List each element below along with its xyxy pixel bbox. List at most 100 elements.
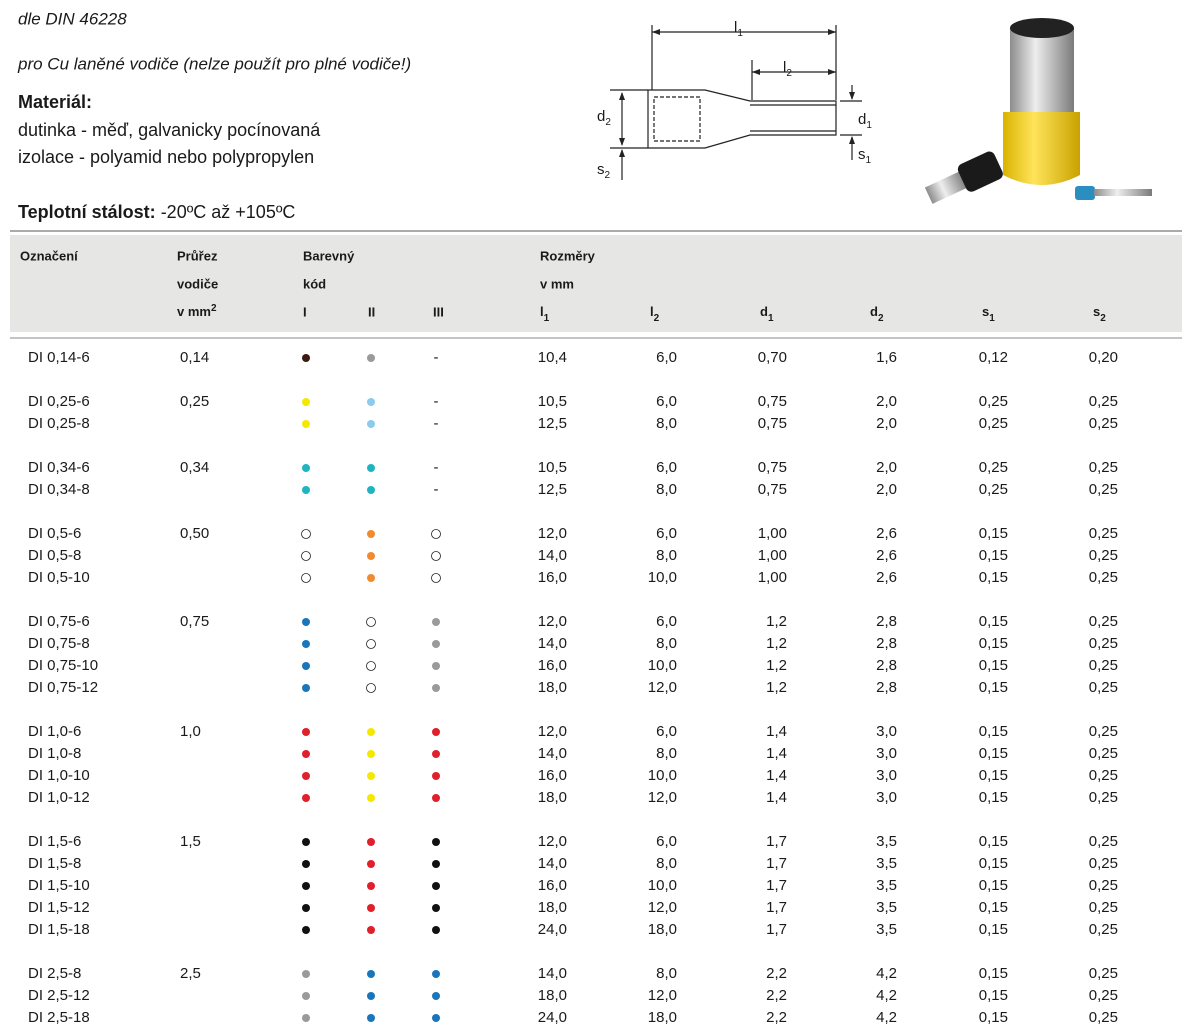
color-dot <box>366 683 376 693</box>
dimension: 0,25 <box>1089 679 1118 696</box>
color-dot <box>302 750 310 758</box>
dimension: 0,15 <box>979 921 1008 938</box>
dimension: 6,0 <box>656 393 677 410</box>
col-head: Průřez <box>177 248 218 263</box>
usage: pro Cu laněné vodiče (nelze použít pro p… <box>17 54 411 73</box>
dimension: 0,15 <box>979 613 1008 630</box>
dimension: 12,0 <box>648 899 677 916</box>
dimension: 2,2 <box>766 987 787 1004</box>
product-image <box>924 18 1152 204</box>
color-dot <box>367 530 375 538</box>
symbol-base: l <box>734 19 737 36</box>
dimension: 2,2 <box>766 965 787 982</box>
dimension: 1,7 <box>766 833 787 850</box>
dimension: 0,25 <box>1089 657 1118 674</box>
dimension: 6,0 <box>656 833 677 850</box>
symbol-index: 1 <box>544 313 550 324</box>
color-dot <box>302 860 310 868</box>
color-dot <box>431 573 441 583</box>
color-dot <box>432 772 440 780</box>
dimension: 2,2 <box>766 1009 787 1026</box>
dimension: 3,5 <box>876 833 897 850</box>
dimension: 10,0 <box>648 767 677 784</box>
symbol-base: d <box>858 111 866 128</box>
designation: DI 0,75-8 <box>28 635 90 652</box>
symbol-index: 2 <box>605 117 611 128</box>
designation: DI 1,5-8 <box>28 855 81 872</box>
designation: DI 1,5-12 <box>28 899 90 916</box>
dimension: 1,6 <box>876 349 897 366</box>
dimension: 10,4 <box>538 349 567 366</box>
dimension: 16,0 <box>538 767 567 784</box>
color-dot <box>366 639 376 649</box>
color-dot <box>367 860 375 868</box>
color-dot <box>366 661 376 671</box>
dimension: 0,25 <box>979 415 1008 432</box>
dimension: 0,25 <box>1089 833 1118 850</box>
col-head: Rozměry <box>540 248 596 263</box>
dimension: 18,0 <box>538 679 567 696</box>
symbol: d2 <box>870 304 884 323</box>
color-dot <box>302 728 310 736</box>
col-head: III <box>433 304 444 319</box>
color-dot <box>302 420 310 428</box>
dimension: 0,25 <box>1089 767 1118 784</box>
dimension: 18,0 <box>538 899 567 916</box>
dimension: 0,75 <box>758 415 787 432</box>
color-dot <box>367 398 375 406</box>
color-dot <box>367 574 375 582</box>
color-dot <box>367 750 375 758</box>
col-head: II <box>368 304 375 319</box>
dimension: 12,0 <box>648 789 677 806</box>
color-dot <box>301 573 311 583</box>
dimension: 0,15 <box>979 833 1008 850</box>
designation: DI 2,5-12 <box>28 987 90 1004</box>
dimension: 3,5 <box>876 899 897 916</box>
dimension: 12,0 <box>538 833 567 850</box>
color-dot <box>302 354 310 362</box>
dimension: 6,0 <box>656 613 677 630</box>
color-dot <box>432 1014 440 1022</box>
color-dot <box>302 618 310 626</box>
symbol: d1 <box>760 304 774 323</box>
dimension: 14,0 <box>538 965 567 982</box>
symbol-base: l <box>540 304 544 319</box>
table-header-bg <box>10 235 1182 332</box>
color-dot <box>432 860 440 868</box>
color-dot <box>367 772 375 780</box>
symbol: s1 <box>858 146 872 166</box>
color-dot <box>432 684 440 692</box>
dimension: 10,5 <box>538 459 567 476</box>
symbol: s2 <box>1093 304 1106 323</box>
dimension: 18,0 <box>648 1009 677 1026</box>
symbol-base: s <box>1093 304 1100 319</box>
symbol-base: s <box>858 146 866 163</box>
dimension: 0,25 <box>1089 613 1118 630</box>
dimension: 2,0 <box>876 393 897 410</box>
dimension: 0,25 <box>1089 745 1118 762</box>
color-dot <box>367 794 375 802</box>
dimension: 0,15 <box>979 569 1008 586</box>
dimension: 24,0 <box>538 1009 567 1026</box>
dimension: 0,15 <box>979 525 1008 542</box>
designation: DI 0,75-6 <box>28 613 90 630</box>
dimension: 0,70 <box>758 349 787 366</box>
color-dot <box>367 882 375 890</box>
symbol-base: d <box>760 304 768 319</box>
no-color: - <box>434 459 439 476</box>
dimension: 16,0 <box>538 569 567 586</box>
dimension: 18,0 <box>648 921 677 938</box>
dimension: 1,7 <box>766 899 787 916</box>
dimension: 1,7 <box>766 855 787 872</box>
symbol-index: 2 <box>654 313 660 324</box>
color-dot <box>302 772 310 780</box>
dimension: 10,0 <box>648 657 677 674</box>
no-color: - <box>434 481 439 498</box>
color-dot <box>432 750 440 758</box>
designation: DI 0,75-10 <box>28 657 98 674</box>
designation: DI 2,5-18 <box>28 1009 90 1026</box>
dimension: 0,25 <box>979 481 1008 498</box>
dimension: 1,4 <box>766 745 787 762</box>
dimension: 1,4 <box>766 723 787 740</box>
dimension: 1,2 <box>766 635 787 652</box>
